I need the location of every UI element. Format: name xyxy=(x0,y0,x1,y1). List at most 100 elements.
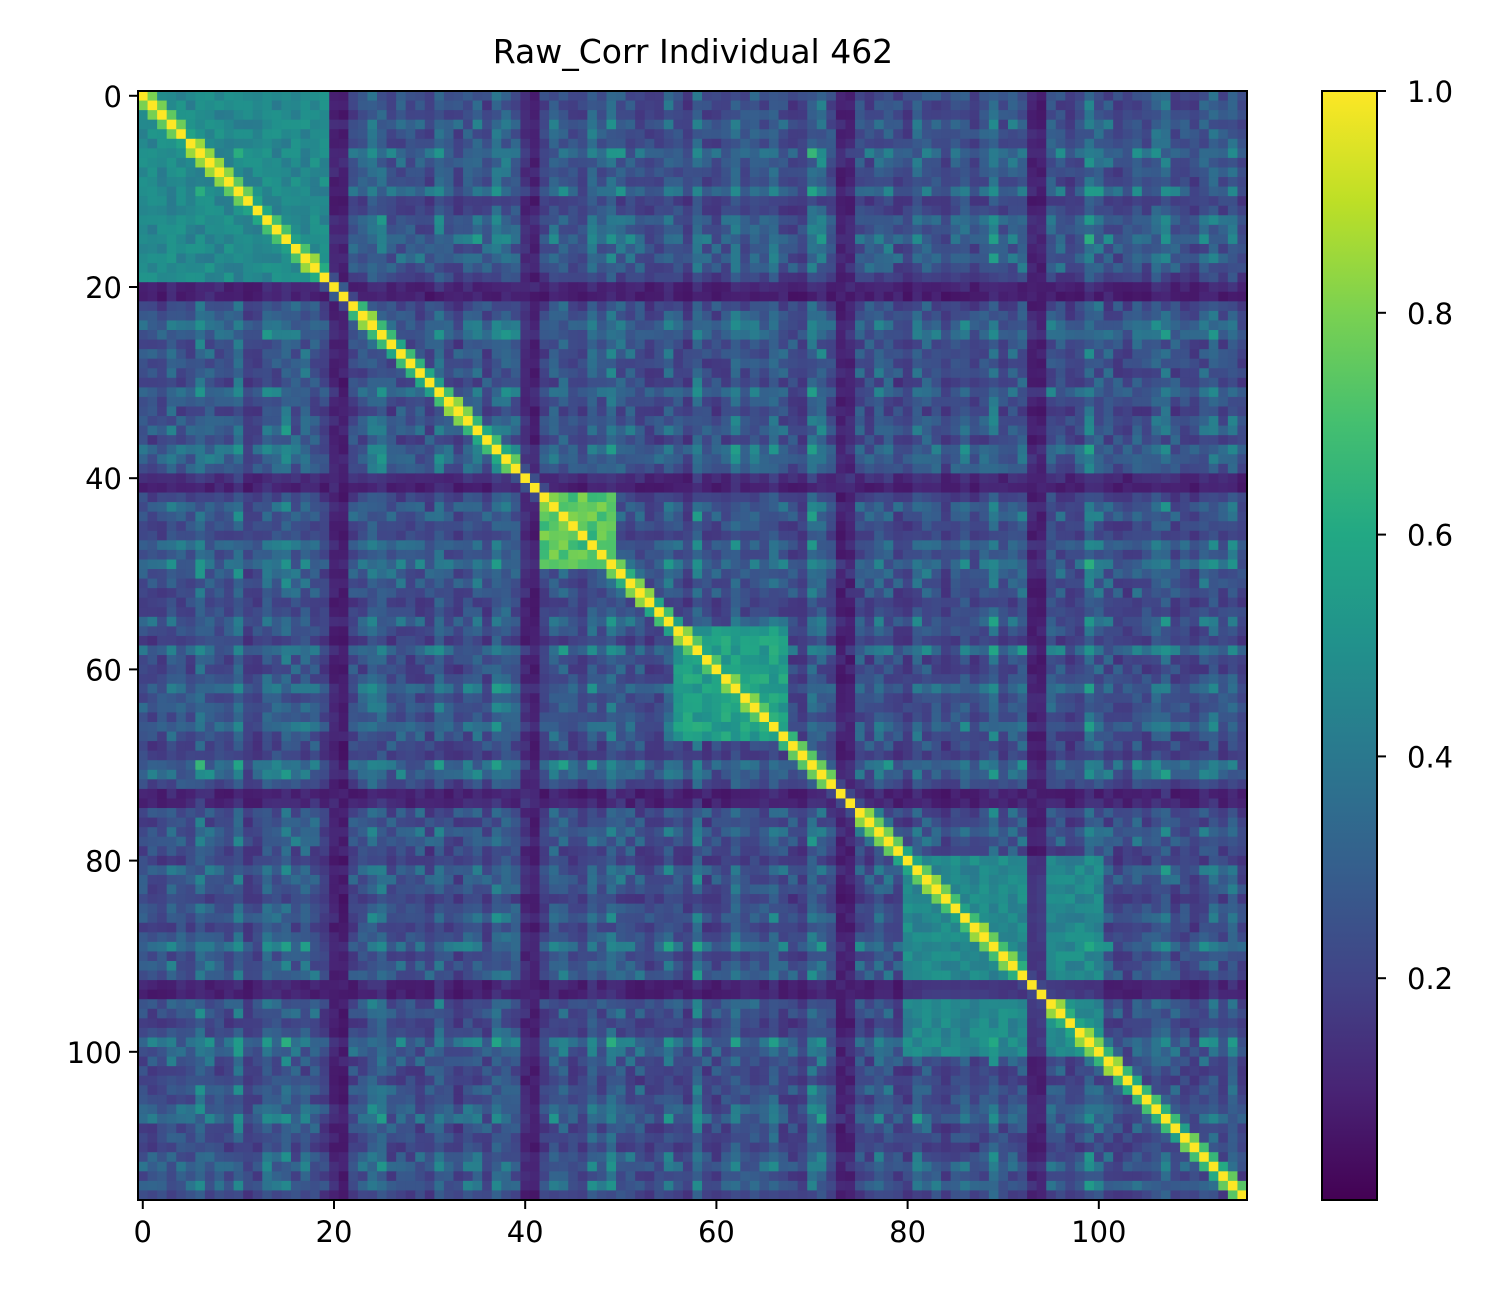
heatmap-cell xyxy=(1017,157,1028,169)
heatmap-cell xyxy=(969,454,980,465)
heatmap-cell xyxy=(1227,368,1239,379)
heatmap-cell xyxy=(166,482,177,494)
heatmap-cell xyxy=(682,482,694,494)
heatmap-cell xyxy=(1017,177,1028,188)
heatmap-cell xyxy=(377,358,388,369)
heatmap-cell xyxy=(616,215,627,226)
heatmap-cell xyxy=(510,339,522,350)
heatmap-cell xyxy=(310,253,321,264)
heatmap-cell xyxy=(290,492,302,503)
heatmap-cell xyxy=(941,100,952,111)
heatmap-cell xyxy=(310,416,321,427)
heatmap-cell xyxy=(912,186,923,197)
heatmap-cell xyxy=(912,157,923,169)
heatmap-cell xyxy=(166,119,177,130)
heatmap-cell xyxy=(415,387,426,398)
heatmap-cell xyxy=(1189,482,1200,494)
heatmap-cell xyxy=(1151,91,1162,102)
heatmap-cell xyxy=(166,205,177,216)
heatmap-cell xyxy=(329,263,340,274)
heatmap-cell xyxy=(166,148,177,159)
heatmap-cell xyxy=(606,482,617,494)
heatmap-cell xyxy=(367,224,378,235)
heatmap-cell xyxy=(864,349,875,360)
heatmap-cell xyxy=(415,396,426,408)
heatmap-cell xyxy=(874,148,885,159)
heatmap-cell xyxy=(950,425,961,436)
heatmap-cell xyxy=(816,330,827,341)
heatmap-cell xyxy=(606,425,617,436)
heatmap-cell xyxy=(606,387,617,398)
heatmap-cell xyxy=(1227,310,1239,322)
heatmap-cell xyxy=(969,463,980,475)
heatmap-cell xyxy=(529,196,541,207)
heatmap-cell xyxy=(233,473,244,484)
heatmap-cell xyxy=(224,100,235,111)
heatmap-cell xyxy=(338,463,349,475)
heatmap-cell xyxy=(329,416,340,427)
heatmap-cell xyxy=(424,291,435,302)
heatmap-cell xyxy=(692,157,703,169)
heatmap-cell xyxy=(539,301,550,312)
heatmap-cell xyxy=(883,110,894,121)
heatmap-cell xyxy=(1122,205,1133,216)
heatmap-cell xyxy=(969,129,980,140)
heatmap-cell xyxy=(654,425,665,436)
heatmap-cell xyxy=(166,291,177,302)
heatmap-cell xyxy=(912,282,923,293)
heatmap-cell xyxy=(682,349,694,360)
heatmap-cell xyxy=(281,138,292,149)
heatmap-cell xyxy=(549,215,560,226)
heatmap-cell xyxy=(510,492,522,503)
heatmap-cell xyxy=(874,425,885,436)
heatmap-cell xyxy=(1141,234,1152,245)
heatmap-cell xyxy=(682,320,694,331)
heatmap-cell xyxy=(348,272,359,283)
heatmap-cell xyxy=(501,148,512,159)
heatmap-cell xyxy=(1170,396,1181,408)
heatmap-cell xyxy=(702,138,713,149)
heatmap-cell xyxy=(816,129,827,140)
heatmap-cell xyxy=(147,330,158,341)
heatmap-cell xyxy=(281,482,292,494)
heatmap-cell xyxy=(874,377,885,388)
heatmap-cell xyxy=(1199,129,1210,140)
heatmap-cell xyxy=(549,377,560,388)
heatmap-cell xyxy=(979,186,990,197)
heatmap-cell xyxy=(290,282,302,293)
heatmap-cell xyxy=(1007,291,1019,302)
heatmap-cell xyxy=(654,272,665,283)
heatmap-cell xyxy=(377,91,388,102)
heatmap-cell xyxy=(329,396,340,408)
heatmap-cell xyxy=(377,263,388,274)
heatmap-cell xyxy=(348,291,359,302)
heatmap-cell xyxy=(826,406,837,417)
heatmap-cell xyxy=(1074,100,1086,111)
heatmap-cell xyxy=(271,291,282,302)
heatmap-cell xyxy=(329,138,340,149)
heatmap-cell xyxy=(902,310,913,322)
heatmap-cell xyxy=(682,358,694,369)
heatmap-cell xyxy=(1122,186,1133,197)
heatmap-cell xyxy=(405,100,416,111)
heatmap-cell xyxy=(625,186,636,197)
heatmap-cell xyxy=(912,167,923,178)
heatmap-cell xyxy=(941,253,952,264)
heatmap-cell xyxy=(1074,167,1086,178)
heatmap-cell xyxy=(1227,234,1239,245)
heatmap-cell xyxy=(740,492,751,503)
heatmap-cell xyxy=(357,387,369,398)
heatmap-cell xyxy=(166,416,177,427)
heatmap-cell xyxy=(1208,444,1219,455)
heatmap-cell xyxy=(463,263,474,274)
heatmap-cell xyxy=(443,310,455,322)
heatmap-cell xyxy=(434,358,445,369)
heatmap-cell xyxy=(1180,119,1191,130)
heatmap-cell xyxy=(252,368,263,379)
heatmap-cell xyxy=(988,425,1000,436)
heatmap-cell xyxy=(1199,377,1210,388)
heatmap-cell xyxy=(510,425,522,436)
heatmap-cell xyxy=(816,196,827,207)
heatmap-cell xyxy=(1065,368,1076,379)
heatmap-cell xyxy=(788,272,799,283)
